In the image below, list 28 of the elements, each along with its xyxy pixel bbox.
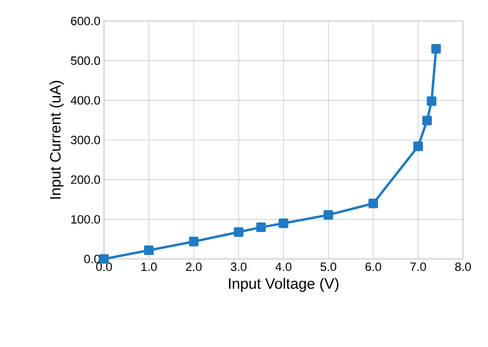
point: [422, 116, 432, 126]
y-tick-label: 500.0: [70, 56, 100, 65]
x-tick-label: 1.0: [141, 262, 157, 272]
y-tick-label: 200.0: [71, 175, 100, 184]
x-tick-label: 6.0: [366, 262, 382, 272]
x-tick-label: 2.0: [186, 262, 202, 272]
x-tick-label: 4.0: [275, 262, 292, 272]
point: [234, 227, 244, 237]
point: [188, 236, 199, 246]
x-tick-label: 8.0: [455, 262, 471, 272]
point: [426, 96, 436, 106]
point: [413, 142, 423, 152]
y-tick-label: 400.0: [70, 96, 100, 105]
point: [278, 218, 288, 228]
point: [324, 210, 334, 220]
point: [368, 198, 378, 208]
x-tick-label: 5.0: [320, 262, 336, 272]
point: [144, 245, 154, 256]
point: [431, 44, 441, 54]
y-tick-label: 300.0: [70, 136, 100, 144]
point: [256, 222, 266, 232]
y-axis-title: Input Current (uA): [50, 80, 64, 199]
x-tick-label: 3.0: [230, 262, 246, 272]
x-tick-label: 7.0: [410, 262, 426, 272]
x-tick-label: 0.0: [96, 262, 112, 272]
y-tick-label: 100.0: [71, 215, 100, 224]
x-axis-title: Input Voltage (V): [229, 278, 338, 292]
y-tick-label: 600.0: [71, 16, 100, 26]
